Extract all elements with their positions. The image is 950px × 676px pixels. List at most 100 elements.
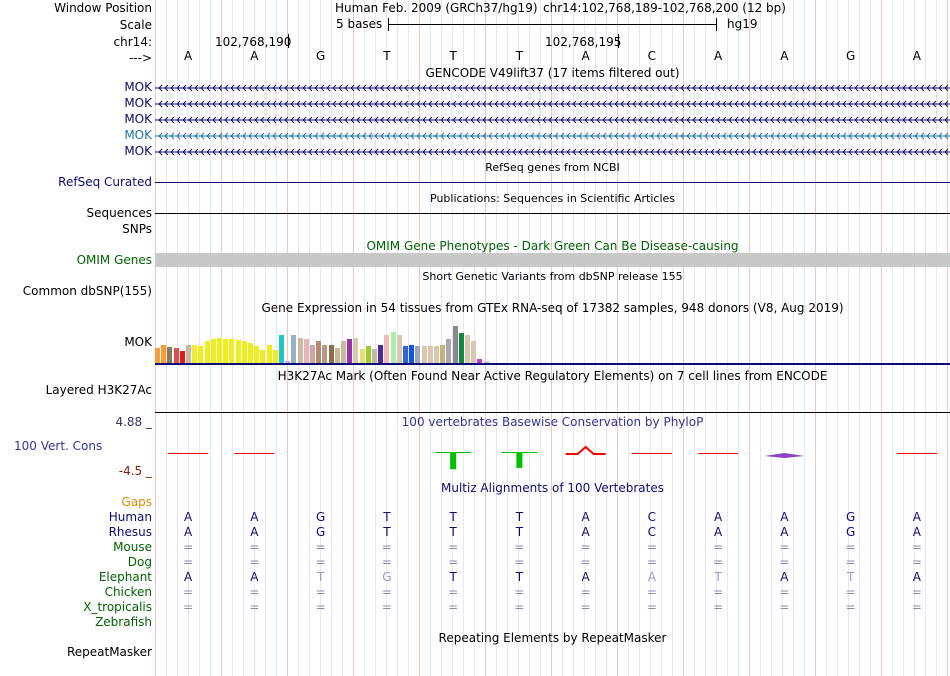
strand-arrow	[800, 132, 805, 140]
gtex-tissue-bar[interactable]	[291, 335, 297, 363]
gtex-tissue-bar[interactable]	[452, 325, 458, 363]
gtex-tissue-bar[interactable]	[179, 351, 185, 363]
species-label-human[interactable]: Human	[108, 510, 152, 524]
strand-arrow	[302, 100, 307, 108]
gtex-tissue-bar[interactable]	[434, 346, 439, 363]
publications-label[interactable]: Sequences	[86, 206, 152, 220]
gtex-tissue-bar[interactable]	[365, 346, 371, 363]
gencode-item-label-4[interactable]: MOK	[124, 128, 152, 142]
gtex-tissue-bar[interactable]	[390, 331, 396, 363]
gtex-tissue-bar[interactable]	[310, 344, 315, 363]
gtex-tissue-bar[interactable]	[341, 341, 346, 363]
gtex-tissue-bar[interactable]	[248, 342, 253, 363]
gtex-tissue-bar[interactable]	[409, 344, 415, 363]
gtex-tissue-bar[interactable]	[223, 339, 229, 363]
gencode-feature-2[interactable]	[155, 98, 950, 110]
species-label-dog[interactable]: Dog	[127, 555, 152, 569]
gencode-item-label-3[interactable]: MOK	[124, 112, 152, 126]
strand-arrow	[692, 84, 697, 92]
gencode-item-label-2[interactable]: MOK	[124, 96, 152, 110]
strand-arrow	[242, 100, 247, 108]
gtex-label[interactable]: MOK	[124, 335, 152, 349]
gtex-tissue-bar[interactable]	[372, 348, 377, 363]
gtex-tissue-bar[interactable]	[217, 338, 222, 363]
gtex-tissue-bar[interactable]	[458, 333, 464, 363]
gtex-tissue-bar[interactable]	[477, 359, 483, 363]
gtex-tissue-bar[interactable]	[421, 346, 427, 363]
gtex-tissue-bar[interactable]	[161, 344, 167, 363]
refseq-feature-line[interactable]	[155, 182, 950, 183]
refseq-label[interactable]: RefSeq Curated	[58, 175, 152, 189]
species-label-zebrafish[interactable]: Zebrafish	[95, 615, 152, 629]
track-image[interactable]: Human Feb. 2009 (GRCh37/hg19) chr14:102,…	[155, 0, 950, 676]
species-label-rhesus[interactable]: Rhesus	[108, 525, 152, 539]
gtex-tissue-bar[interactable]	[254, 346, 260, 363]
gtex-tissue-bar[interactable]	[260, 349, 266, 363]
gencode-feature-5[interactable]	[155, 146, 950, 158]
gtex-tissue-bar[interactable]	[415, 346, 421, 363]
gencode-feature-3[interactable]	[155, 114, 950, 126]
gtex-tissue-bar[interactable]	[378, 344, 384, 363]
gtex-tissue-bar[interactable]	[266, 344, 272, 363]
strand-arrow	[680, 116, 685, 124]
gtex-tissue-bar[interactable]	[328, 344, 334, 363]
gaps-label[interactable]: Gaps	[121, 495, 152, 509]
omim-label[interactable]: OMIM Genes	[76, 253, 152, 267]
gtex-tissue-bar[interactable]	[155, 347, 160, 363]
gtex-tissue-bar[interactable]	[471, 341, 477, 363]
gtex-tissue-bar[interactable]	[279, 335, 284, 363]
species-label-elephant[interactable]: Elephant	[98, 570, 152, 584]
phylop-graph[interactable]	[155, 430, 950, 475]
gtex-tissue-bar[interactable]	[427, 346, 433, 363]
gtex-tissue-bar[interactable]	[322, 344, 328, 363]
gtex-tissue-bar[interactable]	[241, 341, 247, 363]
gtex-tissue-bar[interactable]	[297, 338, 303, 363]
strand-arrow	[908, 132, 913, 140]
repeatmasker-label[interactable]: RepeatMasker	[66, 645, 152, 659]
gtex-tissue-bar[interactable]	[272, 349, 278, 363]
h3k27ac-label[interactable]: Layered H3K27Ac	[45, 383, 152, 397]
gtex-tissue-bar[interactable]	[403, 346, 408, 363]
strand-arrow	[500, 100, 505, 108]
phylop-label[interactable]: 100 Vert. Cons	[14, 439, 103, 453]
gencode-item-label-1[interactable]: MOK	[124, 80, 152, 94]
snps-label[interactable]: SNPs	[122, 222, 152, 236]
gtex-tissue-bar[interactable]	[465, 335, 470, 363]
gtex-tissue-bar[interactable]	[384, 335, 390, 363]
gtex-tissue-bar[interactable]	[186, 344, 191, 363]
gtex-tissue-bar[interactable]	[440, 344, 446, 363]
gtex-bar-chart[interactable]	[155, 315, 950, 363]
grid-line	[265, 0, 266, 676]
strand-arrow	[506, 148, 511, 156]
gtex-tissue-bar[interactable]	[334, 347, 340, 363]
publications-feature-line[interactable]	[155, 213, 950, 214]
species-label-x_tropicalis[interactable]: X_tropicalis	[83, 600, 152, 614]
gtex-tissue-bar[interactable]	[446, 339, 452, 363]
gtex-tissue-bar[interactable]	[483, 360, 489, 363]
gtex-tissue-bar[interactable]	[316, 341, 322, 363]
gencode-feature-1[interactable]	[155, 82, 950, 94]
gtex-tissue-bar[interactable]	[173, 347, 179, 363]
gtex-tissue-bar[interactable]	[210, 339, 216, 363]
gtex-tissue-bar[interactable]	[235, 339, 241, 363]
strand-arrow	[596, 100, 601, 108]
gtex-tissue-bar[interactable]	[198, 346, 204, 363]
gencode-feature-4[interactable]	[155, 130, 950, 142]
gtex-tissue-bar[interactable]	[396, 335, 402, 363]
gtex-tissue-bar[interactable]	[285, 360, 291, 363]
species-label-mouse[interactable]: Mouse	[113, 540, 152, 554]
gencode-item-label-5[interactable]: MOK	[124, 144, 152, 158]
gtex-tissue-bar[interactable]	[229, 339, 235, 363]
species-label-chicken[interactable]: Chicken	[104, 585, 152, 599]
gtex-tissue-bar[interactable]	[347, 339, 353, 363]
dbsnp-label[interactable]: Common dbSNP(155)	[22, 284, 152, 298]
gtex-tissue-bar[interactable]	[353, 338, 359, 363]
gtex-tissue-bar[interactable]	[204, 341, 210, 363]
strand-arrow	[374, 116, 379, 124]
gtex-tissue-bar[interactable]	[359, 348, 365, 363]
gtex-tissue-bar[interactable]	[303, 339, 309, 363]
omim-feature-bar[interactable]	[155, 253, 950, 267]
strand-arrow	[302, 116, 307, 124]
gtex-tissue-bar[interactable]	[192, 344, 198, 363]
gtex-tissue-bar[interactable]	[167, 346, 173, 363]
